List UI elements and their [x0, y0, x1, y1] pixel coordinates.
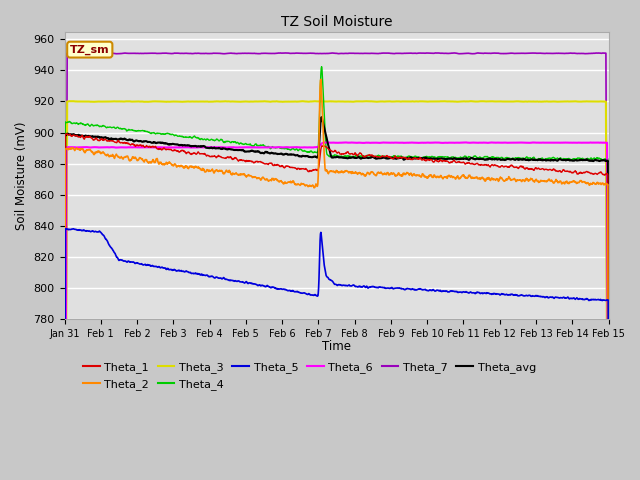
X-axis label: Time: Time [322, 340, 351, 353]
Text: TZ_sm: TZ_sm [70, 45, 109, 55]
Y-axis label: Soil Moisture (mV): Soil Moisture (mV) [15, 121, 28, 229]
Title: TZ Soil Moisture: TZ Soil Moisture [281, 15, 392, 29]
Legend: Theta_1, Theta_2, Theta_3, Theta_4, Theta_5, Theta_6, Theta_7, Theta_avg: Theta_1, Theta_2, Theta_3, Theta_4, Thet… [79, 358, 540, 394]
